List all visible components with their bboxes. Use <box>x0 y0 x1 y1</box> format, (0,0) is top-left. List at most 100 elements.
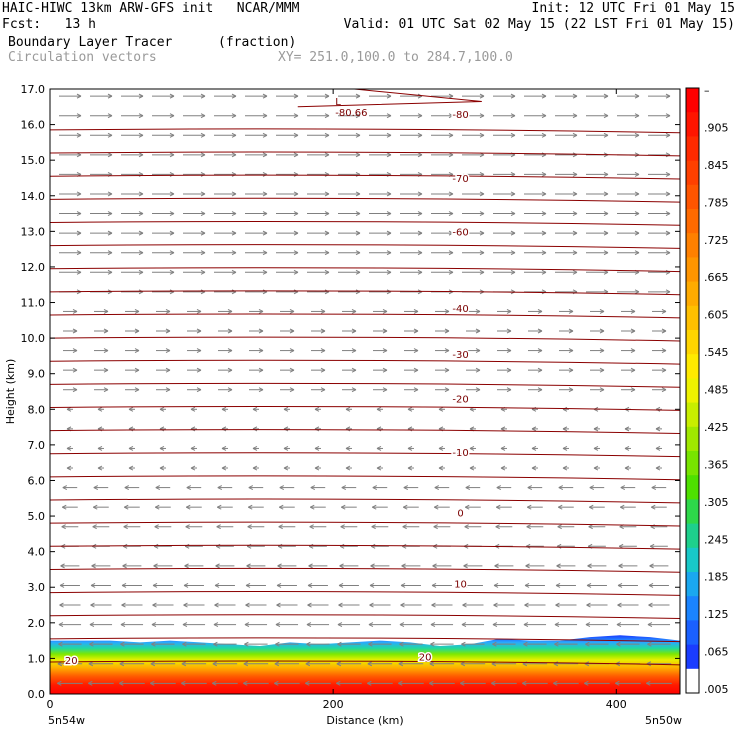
colorbar-swatch <box>686 184 699 210</box>
vector-arrow-head <box>58 622 64 628</box>
vector-arrow-head <box>289 367 295 373</box>
vector-arrow-head <box>475 348 481 354</box>
vector-arrow-head <box>479 93 485 99</box>
vector-arrow-head <box>603 93 609 99</box>
vector-arrow-head <box>217 504 222 510</box>
y-tick-label: 2.0 <box>28 617 46 630</box>
vector-arrow-head <box>138 93 144 99</box>
vector-arrow-head <box>630 348 636 354</box>
vector-arrow-head <box>465 485 471 491</box>
vector-arrow-head <box>169 113 175 119</box>
vector-arrow-head <box>279 504 284 510</box>
contour-line <box>49 405 681 411</box>
y-tick-label: 1.0 <box>28 652 46 665</box>
vector-arrow-head <box>324 191 330 197</box>
vector-arrow-head <box>661 367 667 373</box>
vector-arrow-head <box>103 328 109 334</box>
colorbar-label: .545 <box>704 346 729 359</box>
vector-arrow-head <box>417 132 423 138</box>
vector-arrow-head <box>76 250 82 256</box>
vector-arrow-head <box>293 230 299 236</box>
vector-arrow-head <box>603 171 609 177</box>
vector-arrow-head <box>231 269 237 275</box>
colorbar-swatch <box>686 547 699 573</box>
vector-arrow-head <box>376 445 382 451</box>
vector-arrow-head <box>665 171 671 177</box>
vector-arrow-head <box>275 622 281 628</box>
vector-arrow-head <box>403 485 409 491</box>
vector-arrow-head <box>603 113 609 119</box>
vector-arrow-head <box>634 230 640 236</box>
vector-arrow-head <box>510 211 516 217</box>
vector-arrow-head <box>665 230 671 236</box>
vector-arrow-head <box>620 485 626 491</box>
vector-arrow-head <box>618 563 623 569</box>
vector-arrow-head <box>665 93 671 99</box>
vector-arrow-head <box>138 132 144 138</box>
vector-arrow-head <box>541 230 547 236</box>
vector-arrow-head <box>340 524 345 530</box>
vector-arrow-head <box>572 113 578 119</box>
vector-arrow-head <box>181 661 187 667</box>
vector-arrow-head <box>351 328 357 334</box>
contour-line <box>49 429 681 434</box>
vector-arrow-head <box>355 132 361 138</box>
colorbar-label: .845 <box>704 159 729 172</box>
vector-arrow-head <box>90 602 95 608</box>
vector-arrow-head <box>152 602 157 608</box>
vector-arrow-head <box>382 328 388 334</box>
vector-arrow-head <box>510 230 516 236</box>
colorbar-label: .185 <box>704 571 729 584</box>
vector-arrow-head <box>541 250 547 256</box>
vector-arrow-head <box>634 132 640 138</box>
vector-arrow-head <box>523 641 528 647</box>
vector-arrow-head <box>314 445 320 451</box>
vector-arrow-head <box>431 602 436 608</box>
vector-arrow-head <box>541 191 547 197</box>
vector-arrow-head <box>494 563 499 569</box>
vector-arrow-head <box>630 387 636 393</box>
vector-arrow-head <box>500 445 506 451</box>
vector-arrow-head <box>107 230 113 236</box>
vector-arrow-head <box>479 191 485 197</box>
contour-line <box>49 197 681 203</box>
vector-arrow-head <box>213 641 218 647</box>
contour-label: 10 <box>454 580 467 591</box>
vector-arrow-head <box>320 387 326 393</box>
vector-arrow-head <box>305 680 310 686</box>
colorbar-swatch <box>686 136 699 162</box>
vector-arrow-head <box>589 504 594 510</box>
y-tick-label: 6.0 <box>28 474 46 487</box>
vector-arrow-head <box>655 465 661 471</box>
vector-arrow-head <box>648 583 654 588</box>
vector-arrow-head <box>66 445 72 451</box>
forecast-hour: Fcst: 13 h <box>2 17 96 32</box>
colorbar-swatch <box>686 426 699 452</box>
vector-arrow-head <box>186 485 192 491</box>
vector-arrow-head <box>648 602 653 608</box>
colorbar-label: .305 <box>704 496 729 509</box>
contour-line <box>49 591 681 596</box>
vector-arrow-head <box>448 250 454 256</box>
vector-arrow-head <box>431 583 437 588</box>
vector-arrow-head <box>93 485 99 491</box>
vector-arrow-head <box>92 524 97 530</box>
vector-arrow-head <box>558 485 564 491</box>
vector-arrow-head <box>417 113 423 119</box>
vector-arrow-head <box>376 406 382 412</box>
vector-arrow-head <box>386 250 392 256</box>
vector-arrow-head <box>430 622 436 628</box>
vector-arrow-head <box>200 93 206 99</box>
contour-label: -70 <box>452 174 468 185</box>
vector-arrow-head <box>324 113 330 119</box>
vector-arrow-head <box>444 328 450 334</box>
vector-arrow-head <box>248 504 253 510</box>
vector-arrow-head <box>572 250 578 256</box>
vector-arrow-head <box>121 602 126 608</box>
vector-arrow-head <box>345 445 351 451</box>
colorbar-swatch <box>686 160 699 186</box>
vector-arrow-head <box>382 367 388 373</box>
plot-frame <box>49 88 681 695</box>
vector-arrow-head <box>401 563 406 569</box>
colorbar-swatch <box>686 88 699 113</box>
